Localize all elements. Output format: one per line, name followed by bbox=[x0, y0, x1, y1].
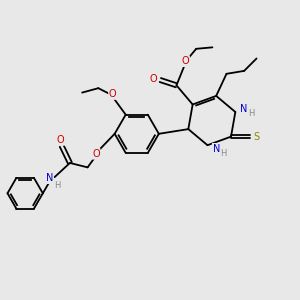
Text: O: O bbox=[92, 149, 100, 159]
Text: S: S bbox=[254, 132, 260, 142]
Text: N: N bbox=[46, 173, 53, 183]
Text: N: N bbox=[213, 144, 220, 154]
Text: O: O bbox=[109, 89, 117, 99]
Text: H: H bbox=[248, 109, 255, 118]
Text: O: O bbox=[182, 56, 189, 66]
Text: O: O bbox=[57, 135, 64, 145]
Text: N: N bbox=[241, 104, 248, 114]
Text: H: H bbox=[220, 149, 227, 158]
Text: H: H bbox=[54, 181, 60, 190]
Text: O: O bbox=[150, 74, 158, 84]
